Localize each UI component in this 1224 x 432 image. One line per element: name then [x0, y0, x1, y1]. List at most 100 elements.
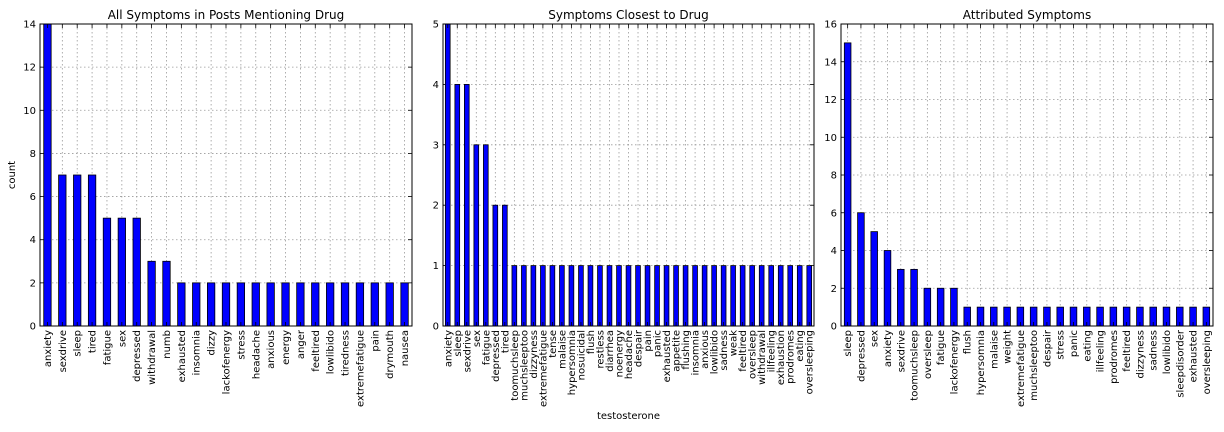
x-tick-label: extremefatigue	[1016, 330, 1027, 407]
y-tick-label: 2	[30, 278, 36, 289]
x-tick-label: anxiety	[443, 330, 454, 367]
bar-illfeeling	[768, 265, 774, 327]
x-tick-label: anxiety	[883, 330, 894, 367]
bar-restless	[597, 265, 603, 327]
bar-headache	[625, 265, 632, 327]
bar-anxiety	[444, 23, 451, 327]
x-tick-label: nausea	[400, 330, 411, 366]
bar-oversleep	[923, 287, 932, 327]
bar-malaise	[559, 265, 565, 327]
bar-anxiety	[883, 250, 892, 327]
bar-sleep	[454, 84, 461, 327]
bar-eating	[796, 265, 803, 327]
x-tick-label: illfeeling	[767, 330, 778, 372]
bar-fatigue	[936, 287, 945, 327]
bar-toomuchsleep	[511, 265, 518, 327]
y-tick-label: 10	[824, 133, 837, 144]
bar-exhausted	[177, 282, 186, 327]
x-tick-label: sexdrive	[462, 330, 473, 372]
y-tick-label: 4	[30, 235, 36, 246]
bar-headache	[251, 282, 260, 327]
bar-pain	[370, 282, 379, 327]
x-tick-label: sleep	[453, 330, 464, 357]
x-tick-label: tiredness	[341, 330, 352, 376]
y-tick-label: 6	[30, 192, 36, 203]
y-tick-label: 10	[23, 106, 36, 117]
y-tick-label: 16	[824, 20, 837, 31]
x-tick-label: sex	[870, 330, 881, 347]
x-tick-label: fatigue	[481, 330, 492, 365]
x-tick-label: pain	[370, 330, 381, 352]
plot-frame	[39, 23, 413, 327]
bar-tired	[502, 204, 508, 327]
bar-sleep	[843, 42, 852, 327]
bar-noenergy	[616, 265, 622, 327]
x-tick-label: sex	[117, 330, 128, 347]
bar-fatigue	[483, 144, 489, 327]
x-tick-label: stress	[1056, 330, 1067, 360]
bar-dizzyness	[530, 265, 537, 327]
bar-tense	[549, 265, 556, 327]
x-tick-label: oversleeping	[1202, 330, 1213, 394]
x-tick-label: withdrawal	[147, 330, 158, 385]
x-tick-label: despair	[634, 329, 645, 367]
x-tick-label: sleep	[843, 330, 854, 357]
x-tick-label: anxiety	[43, 330, 54, 367]
bar-oversleep	[749, 265, 755, 327]
bar-depressed	[857, 212, 865, 327]
x-tick-label: pain	[643, 330, 654, 352]
x-tick-label: tired	[500, 330, 511, 353]
x-tick-label: numb	[162, 330, 173, 359]
bar-numb	[162, 260, 171, 327]
x-tick-label: sleepdisorder	[1175, 329, 1186, 398]
x-tick-label: oversleep	[923, 330, 934, 379]
x-tick-label: lackofenergy	[222, 330, 233, 394]
x-tick-label: energy	[281, 330, 292, 365]
x-tick-label: drymouth	[385, 330, 396, 379]
x-tick-label: eating	[795, 330, 806, 362]
x-tick-label: lowlibido	[1162, 330, 1173, 374]
plot-frame	[442, 23, 815, 327]
bar-flush	[587, 265, 594, 327]
bar-appetite	[673, 265, 679, 327]
x-tick-label: tense	[548, 330, 559, 358]
x-tick-label: exhausted	[1189, 330, 1200, 382]
x-tick-label: lowlibido	[710, 330, 721, 374]
y-tick-label: 4	[433, 80, 439, 91]
x-tick-label: nosuicidal	[576, 330, 587, 380]
x-tick-label: dizzyness	[529, 330, 540, 378]
bar-feeltired	[311, 282, 320, 327]
bar-insomnia	[192, 282, 201, 327]
bar-depressed	[492, 204, 499, 327]
plot-area	[40, 24, 412, 326]
bar-muchsleeptoo	[521, 265, 527, 327]
x-tick-label: tired	[88, 330, 99, 353]
bar-tiredness	[340, 282, 350, 327]
x-tick-label: appetite	[672, 330, 683, 372]
y-tick-label: 2	[433, 201, 439, 212]
x-tick-label: withdrawal	[757, 330, 768, 385]
bar-panic	[654, 265, 660, 327]
bar-toomuchsleep	[910, 268, 918, 327]
bar-extremefatigue	[355, 282, 365, 327]
x-tick-label: feeltired	[311, 330, 322, 372]
bar-sex	[473, 144, 480, 327]
bar-drymouth	[385, 282, 394, 327]
x-tick-label: lackofenergy	[949, 330, 960, 394]
bar-sex	[117, 217, 126, 327]
x-tick-label: feeltired	[738, 330, 749, 372]
x-tick-label: dizzy	[207, 330, 218, 356]
bar-energy	[281, 282, 290, 327]
x-tick-label: anxious	[700, 330, 711, 369]
bar-tired	[87, 174, 97, 327]
y-tick-label: 3	[433, 140, 439, 151]
y-tick-label: 6	[831, 208, 837, 219]
bar-sleep	[73, 174, 82, 327]
bar-nosuicidal	[578, 265, 584, 327]
x-tick-label: exhausted	[177, 330, 188, 382]
y-tick-label: 12	[824, 95, 837, 106]
y-tick-label: 8	[30, 149, 36, 160]
x-tick-label: weight	[1003, 330, 1014, 364]
x-axis-label: testosterone	[597, 411, 660, 422]
